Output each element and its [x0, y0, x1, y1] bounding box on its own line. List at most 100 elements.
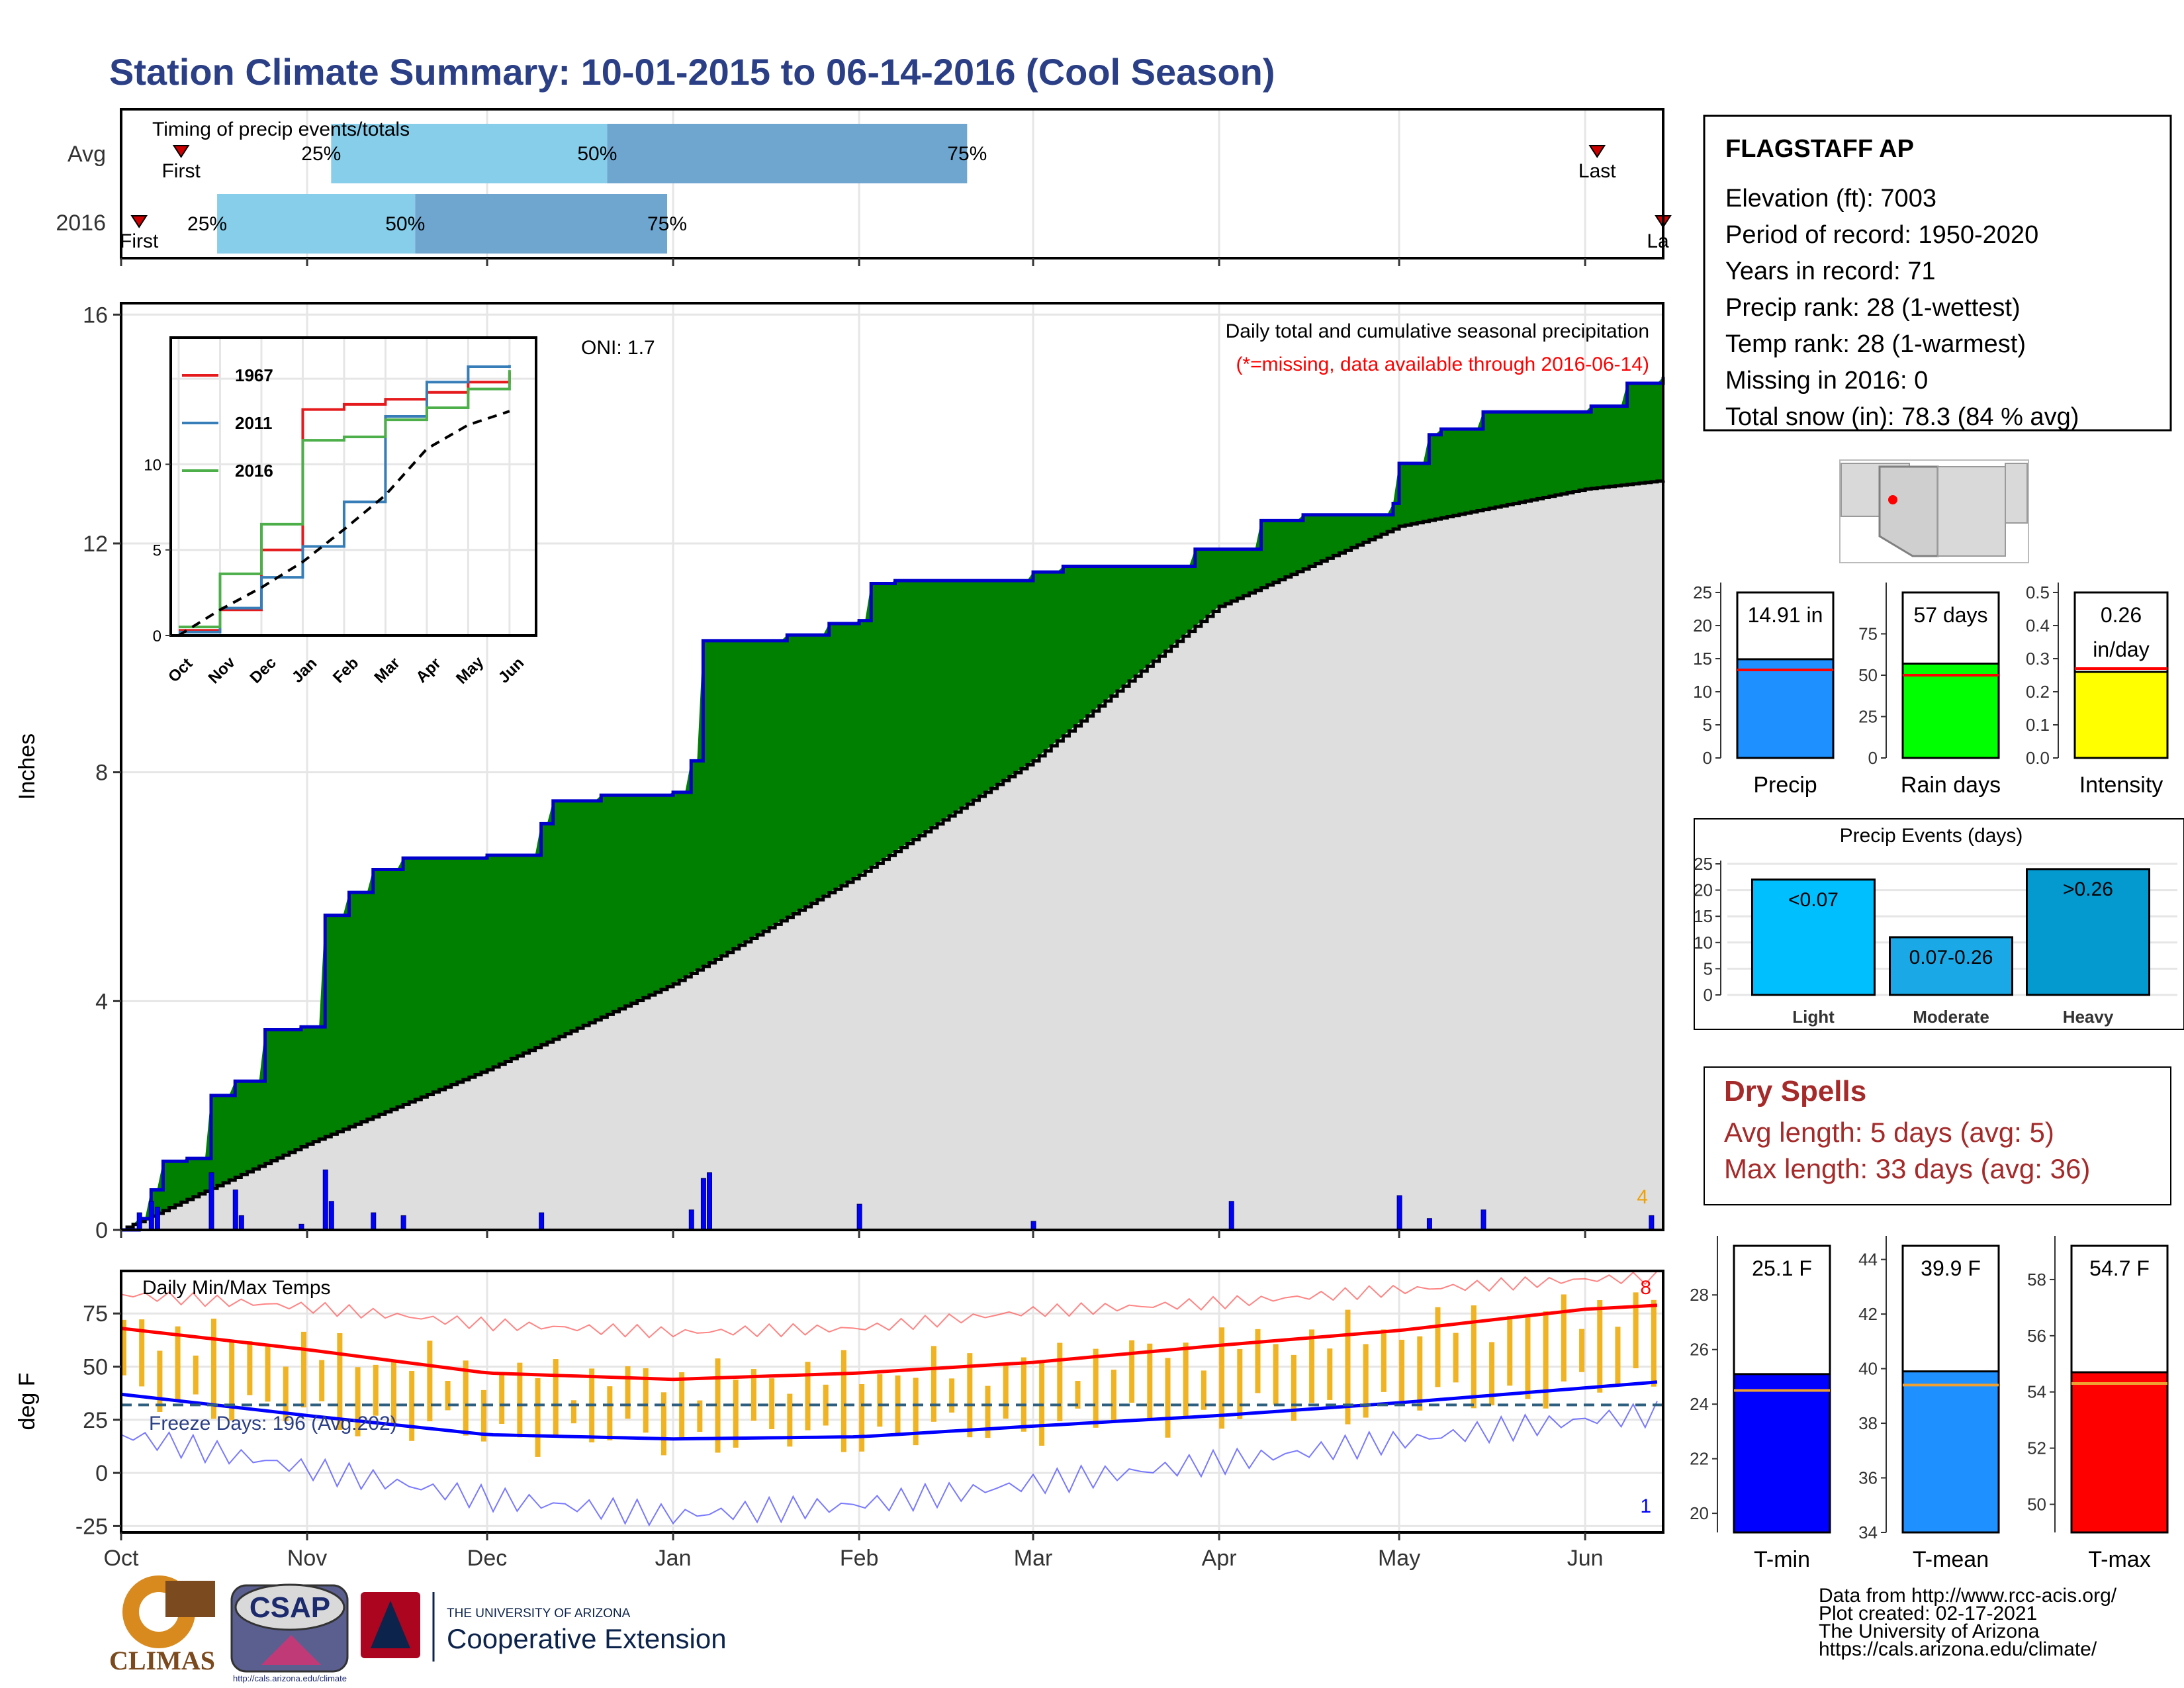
- daily-precip-bar: [1649, 1215, 1655, 1231]
- temp-y-axis-label: deg F: [15, 1373, 40, 1430]
- events-ytick-label: 0: [1704, 985, 1713, 1005]
- month-axis-label-dec: Dec: [467, 1546, 507, 1571]
- precip-total-ytick-label: 10: [1693, 682, 1712, 702]
- timing-bar-50-75: [607, 124, 968, 183]
- precip-ytick-label: 8: [95, 761, 108, 786]
- daily-temp-range-bar: [607, 1386, 613, 1440]
- first-event-label: First: [120, 230, 159, 252]
- timing-label-50: 50%: [385, 213, 425, 235]
- daily-temp-range-bar: [139, 1319, 145, 1387]
- t-max-ytick-label: 58: [2027, 1270, 2046, 1289]
- t-max-category-label: T-max: [2088, 1547, 2150, 1572]
- last-event-label: La: [1647, 230, 1669, 252]
- intensity-ytick-label: 0.3: [2026, 649, 2050, 669]
- daily-temp-range-bar: [319, 1360, 325, 1401]
- precip-panel-title: Daily total and cumulative seasonal prec…: [1226, 320, 1649, 342]
- month-axis-label-feb: Feb: [840, 1546, 879, 1571]
- daily-temp-range-bar: [1453, 1333, 1459, 1383]
- daily-temp-range-bar: [859, 1383, 865, 1452]
- daily-temp-range-bar: [355, 1367, 361, 1436]
- inset-frame: [169, 336, 537, 637]
- daily-temp-range-bar: [300, 1331, 306, 1408]
- average-min-line: [120, 1380, 1658, 1441]
- station-info-line: Period of record: 1950-2020: [1725, 221, 2038, 249]
- events-bar-heavy: [2026, 868, 2150, 996]
- t-mean-ytick-label: 40: [1858, 1359, 1878, 1379]
- t-min-ytick-label: 26: [1690, 1340, 1709, 1360]
- inset-month-label: Oct: [165, 655, 196, 686]
- precip-ytick-label: 16: [83, 303, 108, 328]
- daily-temp-range-bar: [715, 1358, 721, 1453]
- intensity-ytick-label: 0.5: [2026, 583, 2050, 602]
- rain-days-ytick-label: 25: [1858, 707, 1878, 727]
- daily-precip-bar: [148, 1201, 154, 1231]
- intensity-ytick-label: 0.1: [2026, 715, 2050, 735]
- daily-temp-range-bar: [1381, 1329, 1387, 1392]
- daily-precip-bar: [136, 1212, 142, 1231]
- t-min-value-label: 25.1 F: [1752, 1256, 1812, 1280]
- inset-ytick-label: 5: [153, 542, 161, 560]
- timing-frame: [120, 108, 1664, 259]
- daily-precip-bar: [856, 1203, 862, 1231]
- daily-temp-range-bar: [967, 1353, 973, 1438]
- events-ytick-label: 20: [1694, 880, 1713, 900]
- csap-cloud-icon: [234, 1583, 345, 1631]
- rain-days-value-label: 57 days: [1913, 603, 1987, 627]
- csap-mountain-icon: [261, 1635, 321, 1665]
- daily-temp-range-bar: [1255, 1329, 1261, 1393]
- daily-temp-range-bar: [1507, 1315, 1513, 1386]
- rain-days-ytick-label: 75: [1858, 624, 1878, 644]
- daily-temp-range-bar: [1219, 1327, 1225, 1429]
- dry-spells-box: Dry Spells Avg length: 5 days (avg: 5) M…: [1704, 1066, 2171, 1205]
- daily-temp-range-bar: [337, 1333, 343, 1430]
- station-info-line: Elevation (ft): 7003: [1725, 185, 1936, 212]
- month-axis-label-oct: Oct: [104, 1546, 139, 1571]
- daily-temp-range-bar: [409, 1371, 415, 1441]
- month-axis-label-may: May: [1378, 1546, 1420, 1571]
- missing-note: (*=missing, data available through 2016-…: [1236, 353, 1649, 375]
- daily-temp-range-bar: [1129, 1340, 1135, 1403]
- daily-temp-range-bar: [1003, 1363, 1009, 1419]
- month-axis-label-apr: Apr: [1202, 1546, 1237, 1571]
- average-cumulative-line: [121, 479, 1665, 1232]
- t-mean-value-bar: [1901, 1370, 2000, 1534]
- precip-total-bar-chart: 0 5 10 15 20 25 14.91 in Precip: [1693, 583, 1835, 798]
- temp-frame: [120, 1270, 1664, 1534]
- daily-temp-range-bar: [193, 1355, 199, 1395]
- timing-label-25: 25%: [301, 143, 341, 165]
- daily-temp-range-bar: [823, 1384, 829, 1426]
- temp-ytick-label: 25: [83, 1408, 108, 1433]
- t-min-category-label: T-min: [1754, 1547, 1810, 1572]
- daily-temp-range-bar: [1111, 1370, 1116, 1423]
- daily-temp-range-bar: [373, 1364, 379, 1416]
- inset-legend-label: 1967: [235, 365, 273, 385]
- precip-total-value-bar: [1736, 658, 1835, 759]
- precip-total-ytick-label: 25: [1693, 583, 1712, 602]
- daily-temp-range-bar: [1399, 1339, 1405, 1401]
- ua-block-a-glyph: [371, 1601, 410, 1648]
- precip-events-chart: Precip Events (days) 0 5 10 15 20 25 <0.07 Ligh…: [1694, 818, 2184, 1030]
- daily-precip-bar: [328, 1201, 334, 1231]
- events-bar-label: >0.26: [2063, 878, 2113, 900]
- t-max-value-bar: [2070, 1371, 2169, 1534]
- daily-temp-range-bar: [1435, 1307, 1441, 1387]
- daily-temp-range-bar: [1633, 1292, 1639, 1369]
- average-max-line: [120, 1303, 1658, 1382]
- t-min-ytick-label: 22: [1690, 1449, 1709, 1469]
- t-mean-ytick-label: 42: [1858, 1304, 1878, 1324]
- t-mean-bar-chart: 34 36 38 40 42 44 39.9 F T-mean: [1858, 1236, 2000, 1572]
- ua-small-text: THE UNIVERSITY OF ARIZONA: [447, 1607, 631, 1620]
- daily-temp-range-bar: [1579, 1329, 1585, 1372]
- inset-legend-label: 2016: [235, 461, 273, 481]
- month-axis-label-mar: Mar: [1014, 1546, 1053, 1571]
- intensity-value-label: 0.26: [2101, 603, 2142, 627]
- events-ytick-label: 10: [1694, 933, 1713, 953]
- map-state-texas: [2005, 463, 2028, 524]
- inset-ytick-label: 10: [144, 456, 161, 474]
- events-bar-light: [1751, 878, 1876, 996]
- intensity-value-bar: [2073, 671, 2169, 759]
- daily-temp-range-bar: [175, 1326, 181, 1402]
- t-max-bar-chart: 50 52 54 56 58 54.7 F T-max: [2027, 1236, 2169, 1572]
